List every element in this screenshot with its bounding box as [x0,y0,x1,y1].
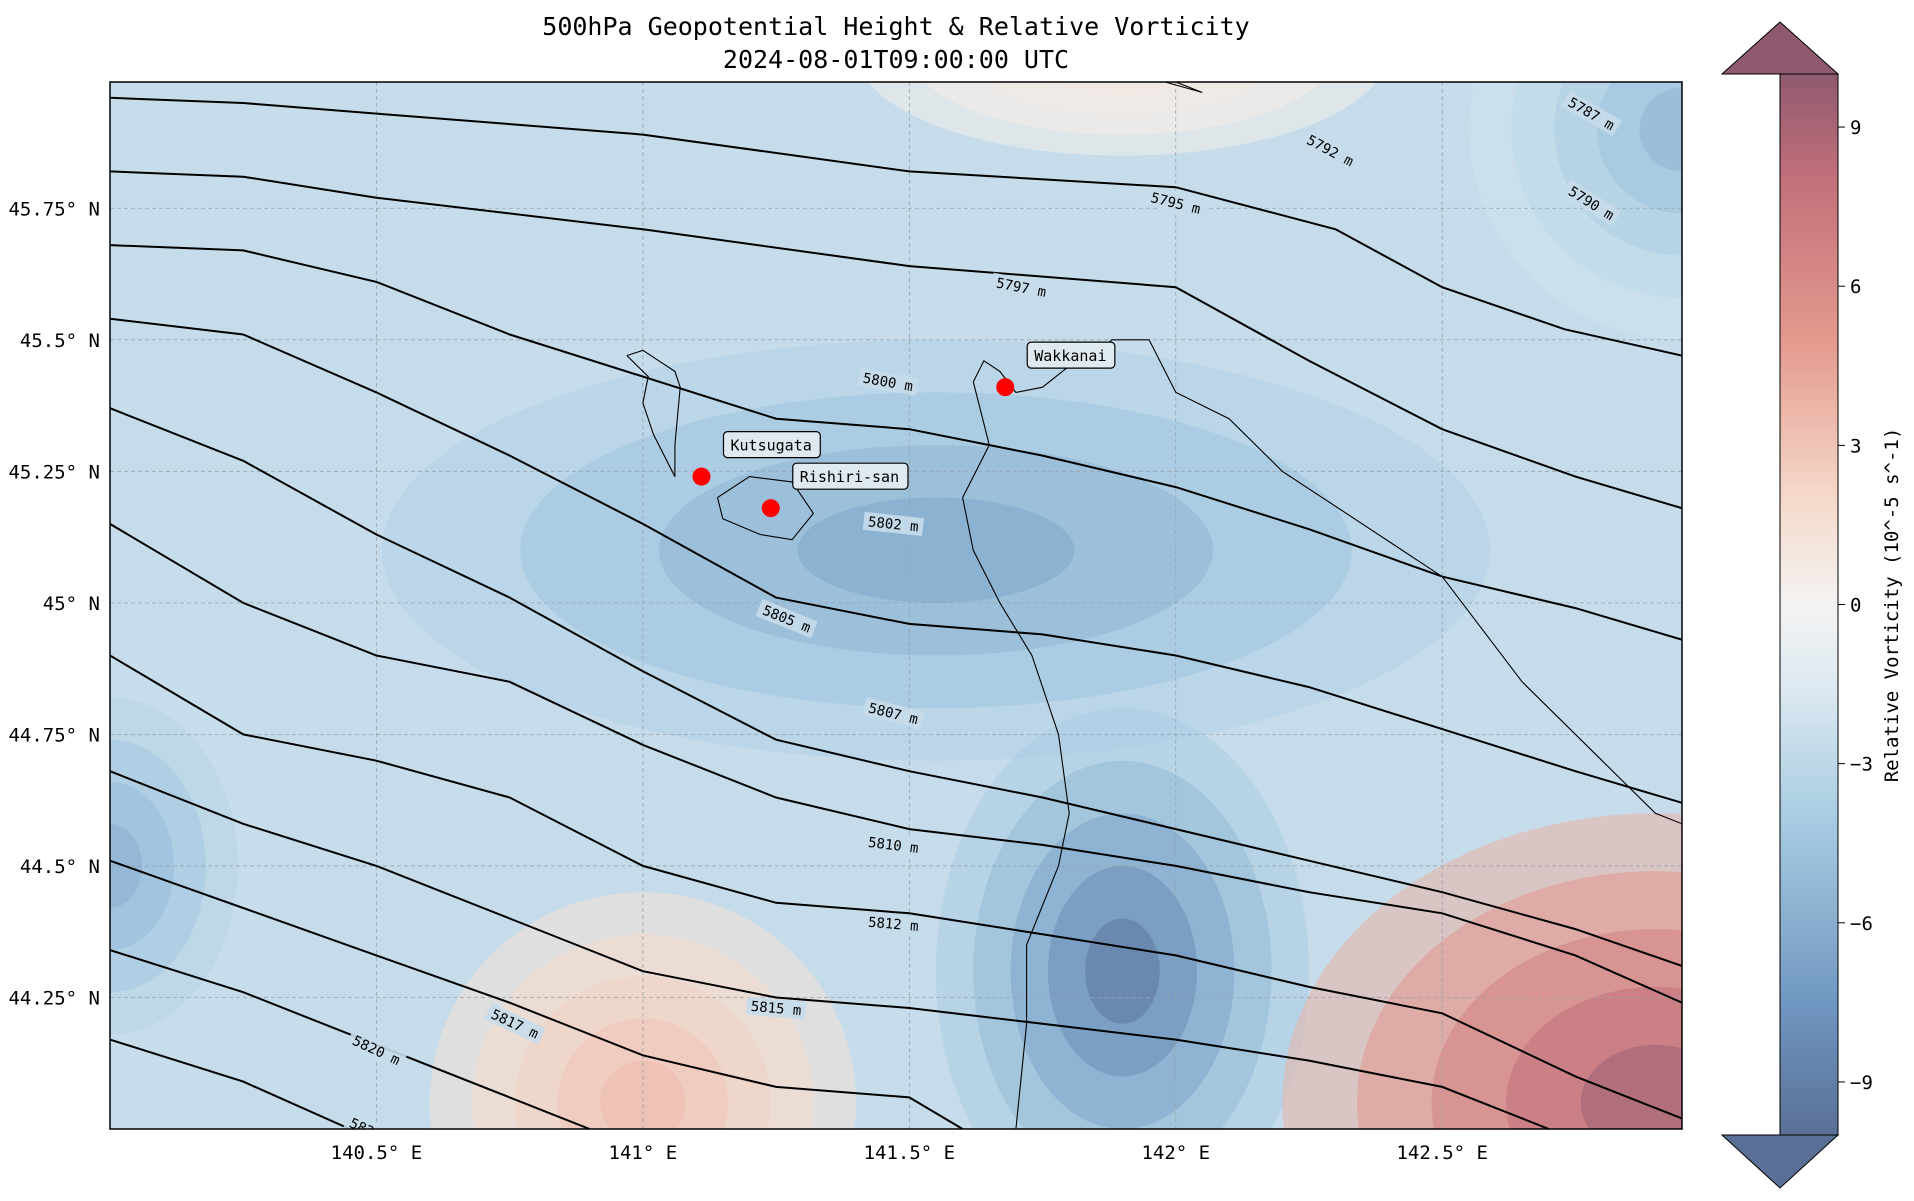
map-frame [109,81,1683,1130]
contour-label-text: 5802 m [867,514,919,535]
station-dot[interactable] [692,467,711,486]
station-label-box [1026,341,1116,369]
colorbar-tick-label: 0 [1850,595,1861,617]
height-contour [110,317,1682,804]
vorticity-blob [936,708,1309,1129]
map-subtitle: 2024-08-01T09:00:00 UTC [723,45,1069,74]
vorticity-level [1580,1044,1682,1129]
y-axis-ticks: 45.75° N 45.5° N 45.25° N 45° N 44.75° N 44.5… [8,198,100,1009]
vorticity-level [1639,87,1682,172]
coastline [716,476,815,541]
y-tick-label: 45.5° N [20,330,100,352]
station-label: Wakkanai [1034,347,1106,365]
height-contour [110,407,1682,967]
x-tick-label: 140.5° E [331,1142,423,1164]
height-contour [110,96,1682,357]
contour-label-text: 5812 m [867,915,919,935]
vorticity-blob [1468,82,1682,340]
vorticity-level [1052,82,1193,93]
vorticity-level [600,1060,686,1129]
colorbar-ticks: 9 6 3 0 −3 −6 −9 [1838,117,1873,1094]
colorbar-tick-label: 3 [1850,435,1861,457]
y-tick-label: 44.5° N [20,856,100,878]
contour-label: 5812 m [862,912,924,936]
contour-label-bg [862,697,925,730]
height-contour [110,523,1682,1004]
map-title: 500hPa Geopotential Height & Relative Vo… [542,12,1249,41]
height-contour [110,170,1682,510]
contour-label: 5802 m [862,511,924,537]
contour-label-bg [862,832,925,858]
coastline [962,381,1070,1129]
vorticity-blob [429,892,856,1129]
y-tick-label: 44.75° N [8,724,100,746]
coastline [1164,82,1203,94]
colorbar-bottom-extend [1720,1134,1840,1189]
x-tick-label: 142.5° E [1396,1142,1488,1164]
colorbar-tick-label: 9 [1850,117,1861,139]
station-label: Kutsugata [730,437,811,455]
y-tick-label: 45.75° N [8,198,100,220]
station-dot[interactable] [996,378,1015,397]
station-marker[interactable]: Kutsugata [692,430,821,486]
colorbar-tick-label: 6 [1850,276,1861,298]
contour-label-text: 5815 m [750,999,802,1019]
y-tick-label: 45° N [43,593,100,615]
height-contours [110,96,1682,1129]
stations: Kutsugata Rishiri-san Wakkanai [692,341,1116,518]
station-label-box [722,430,821,459]
contour-label-bg [1561,179,1622,227]
height-contour [110,1038,351,1129]
station-label: Rishiri-san [800,468,899,486]
x-tick-label: 141° E [609,1142,678,1164]
colorbar-top-extend [1720,21,1840,75]
colorbar-tick-label: −9 [1850,1072,1873,1094]
contour-label-bg [862,912,924,936]
station-marker[interactable]: Wakkanai [996,341,1116,397]
vorticity-blob [868,82,1377,156]
contour-label-bg [755,599,818,639]
contour-label-bg [1299,128,1361,173]
coastline [626,349,681,477]
x-axis-ticks: 140.5° E 141° E 141.5° E 142° E 142.5° E [331,1142,1488,1164]
contour-label-bg [484,1003,546,1045]
contour-label-bg [342,1111,389,1129]
colorbar-tick-label: −3 [1850,754,1873,776]
height-contour [110,654,1682,1120]
colorbar-tick-label: −6 [1850,913,1873,935]
contour-label-bg [345,1029,408,1071]
height-contour [110,859,964,1129]
y-tick-label: 44.25° N [8,987,100,1009]
station-marker[interactable]: Rishiri-san [761,462,909,518]
contour-label-bg [1144,187,1207,219]
contour-label-bg [857,367,919,396]
vorticity-blob [1282,813,1682,1129]
x-tick-label: 142° E [1141,1142,1210,1164]
contour-label-bg [862,511,924,537]
x-tick-label: 141.5° E [864,1142,956,1164]
height-contour [110,770,1550,1129]
contour-label-bg [745,996,807,1020]
vorticity-level [1085,918,1160,1024]
contour-label-text: 5810 m [867,835,919,857]
contour-label: 5810 m [862,832,925,858]
colorbar-label: Relative Vorticity (10^-5 s^-1) [1881,428,1903,783]
y-tick-label: 45.25° N [8,461,100,483]
station-label-box [792,462,909,490]
height-contour [110,244,1682,641]
contour-label-bg [1561,90,1622,137]
contour-label-bg [990,272,1053,302]
colorbar-body [1779,73,1839,1136]
colorbar: 9 6 3 0 −3 −6 −9 Relative Vorticity (10^-5 s^-… [1720,21,1903,1189]
station-dot[interactable] [761,499,780,518]
contour-label: 5815 m [745,996,807,1020]
vorticity-level [797,497,1075,603]
